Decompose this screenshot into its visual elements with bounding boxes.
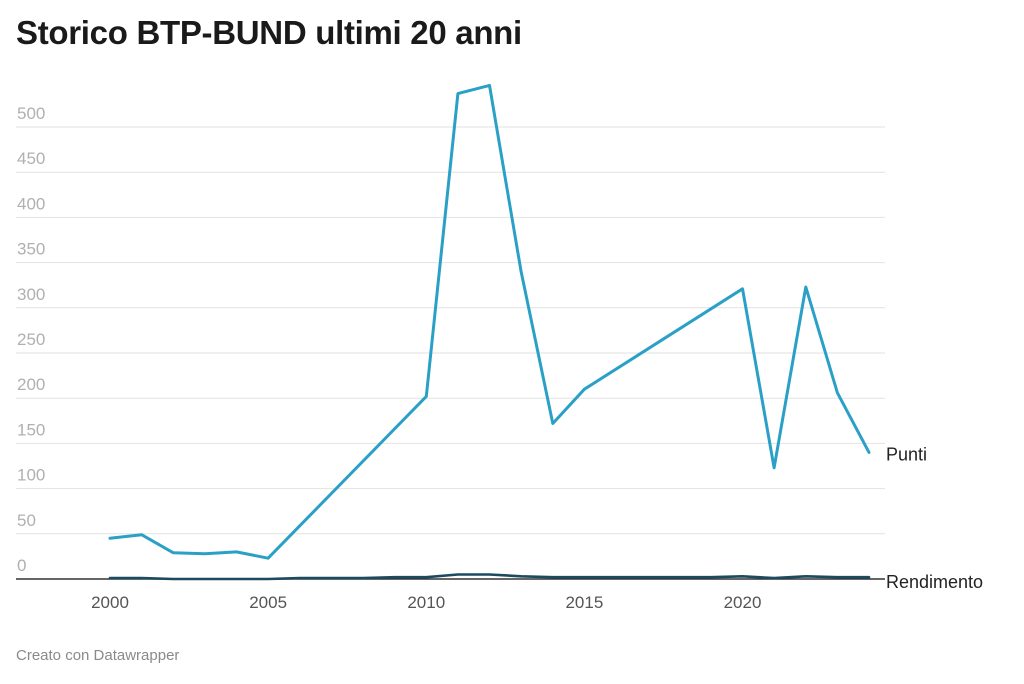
x-tick-label: 2015 [565,593,603,612]
y-tick-label: 50 [17,511,36,530]
y-tick-label: 450 [17,149,45,168]
chart-title: Storico BTP-BUND ultimi 20 anni [16,14,522,51]
y-tick-label: 0 [17,556,26,575]
y-tick-label: 400 [17,194,45,213]
y-tick-label: 250 [17,330,45,349]
x-axis-ticks: 2000 2005 2010 2015 2020 [91,593,761,612]
series-label-rendimento: Rendimento [886,572,983,592]
y-tick-label: 200 [17,375,45,394]
x-tick-label: 2000 [91,593,129,612]
x-tick-label: 2020 [724,593,762,612]
series-line-rendimento [108,573,871,581]
x-tick-label: 2005 [249,593,287,612]
y-tick-label: 500 [17,104,45,123]
y-axis-ticks: 0 50 100 150 200 250 300 350 400 450 500 [17,104,45,575]
x-tick-label: 2010 [407,593,445,612]
series-line-punti [108,83,871,560]
y-tick-label: 150 [17,420,45,439]
series-lines [108,83,871,581]
credit-footer: Creato con Datawrapper [16,647,180,664]
series-label-punti: Punti [886,444,927,464]
y-tick-label: 100 [17,466,45,485]
y-tick-label: 300 [17,285,45,304]
y-tick-label: 350 [17,240,45,259]
series-labels: Punti Rendimento [886,444,983,592]
